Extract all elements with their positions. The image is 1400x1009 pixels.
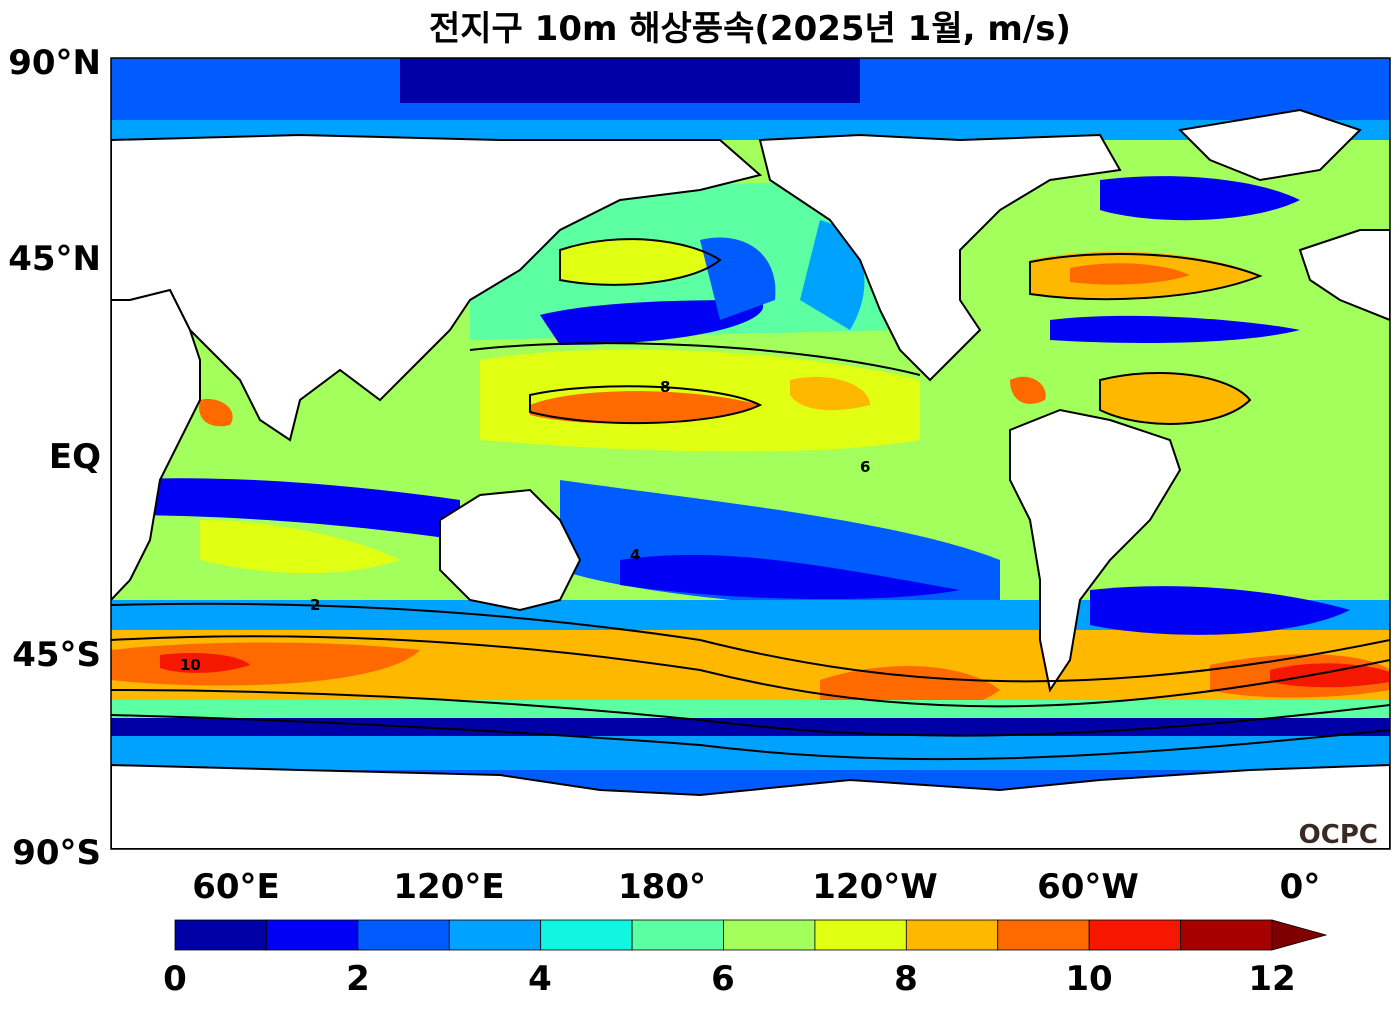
colorbar-tick-label: 12	[1248, 959, 1295, 999]
contour-lines	[111, 238, 1390, 761]
north-pacific-calm	[540, 300, 764, 345]
southern-ocean-max-atlantic-core	[1270, 663, 1390, 688]
south-pacific-calm-core	[620, 554, 960, 600]
colorbar-tick-label: 8	[894, 959, 918, 999]
southern-ocean-band5	[111, 736, 1390, 776]
colorbar-segment	[905, 919, 999, 951]
north-america-land	[758, 133, 1122, 382]
arabian-sea-jet	[199, 399, 233, 427]
contour-label: 8	[660, 378, 670, 396]
y-tick-label: 90°S	[12, 833, 101, 873]
y-tick-label: 90°N	[8, 43, 101, 83]
map-frame	[110, 57, 1391, 850]
land	[111, 108, 1390, 849]
y-tick-label: 45°N	[8, 239, 101, 279]
africa-land	[111, 288, 201, 602]
labrador-calm	[1100, 176, 1300, 221]
colorbar-segment	[448, 919, 542, 951]
north-pacific-gyre	[800, 220, 865, 330]
x-tick-label: 60°E	[192, 867, 280, 907]
indian-ocean-trades	[200, 520, 400, 574]
contour-line	[529, 385, 763, 425]
southern-ocean-max-indian-core	[160, 653, 250, 673]
contour-line	[469, 342, 921, 376]
contour-label: 4	[630, 546, 640, 564]
colorbar-tick-label: 4	[528, 959, 552, 999]
antarctica-land	[111, 763, 1390, 849]
map-title: 전지구 10m 해상풍속(2025년 1월, m/s)	[429, 9, 1071, 49]
caribbean-jet	[1010, 376, 1046, 404]
x-tick-label: 60°W	[1037, 867, 1139, 907]
colorbar-tick-label: 2	[346, 959, 370, 999]
colorbar-segment	[357, 919, 450, 951]
pacific-trades-core	[530, 391, 760, 424]
ocpc-logo: OCPC	[1299, 820, 1378, 850]
europe-land	[1298, 229, 1390, 322]
y-axis: 90°N 45°N EQ 45°S 90°S	[8, 43, 101, 873]
contour-line	[111, 689, 1390, 737]
contour-line	[559, 238, 722, 286]
contour-line	[111, 635, 1390, 708]
arctic-edge	[111, 120, 1390, 140]
contour-labels: 2 4 6 8 10	[180, 378, 870, 674]
colorbar	[174, 919, 1328, 951]
x-tick-label: 0°	[1280, 867, 1321, 907]
y-tick-label: 45°S	[12, 635, 101, 675]
contour-label: 2	[310, 596, 320, 614]
colorbar-segment	[997, 919, 1090, 951]
colorbar-segment	[1180, 919, 1273, 951]
pacific-trades-east	[790, 376, 870, 411]
southern-ocean-band3	[111, 700, 1390, 720]
map-panel: 2 4 6 8 10 OCPC	[111, 58, 1390, 850]
colorbar-tick-label: 10	[1065, 959, 1112, 999]
north-pacific-storm	[560, 239, 720, 285]
contour-line	[1029, 252, 1263, 301]
colorbar-segment	[174, 919, 267, 951]
colorbar-segment	[1088, 919, 1181, 951]
y-tick-label: EQ	[49, 437, 101, 477]
colorbar-segment	[723, 919, 816, 951]
x-tick-label: 180°	[618, 867, 706, 907]
colorbar-segment	[540, 919, 633, 951]
greenland-land	[1177, 108, 1362, 182]
contour-line	[111, 602, 1390, 683]
colorbar-tick-label: 0	[163, 959, 187, 999]
contour-label: 6	[860, 458, 870, 476]
contour-line	[1099, 371, 1252, 425]
x-tick-label: 120°E	[393, 867, 504, 907]
x-tick-label: 120°W	[812, 867, 937, 907]
south-america-land	[1009, 408, 1182, 693]
contour-line	[111, 714, 1390, 761]
colorbar-segment	[266, 919, 359, 951]
north-atlantic-storm-core	[1070, 263, 1190, 285]
south-atlantic-calm	[1090, 586, 1350, 635]
colorbar-segment	[631, 919, 724, 951]
arctic-calm	[400, 58, 860, 103]
colorbar-ticks: 0 2 4 6 8 10 12	[163, 959, 1296, 999]
north-atlantic-trades	[1100, 372, 1250, 424]
colorbar-tick-label: 6	[711, 959, 735, 999]
north-atlantic-calm	[1050, 315, 1300, 343]
x-axis: 60°E 120°E 180° 120°W 60°W 0°	[192, 867, 1320, 907]
indian-ocean-calm	[111, 478, 460, 540]
contour-label: 10	[180, 656, 201, 674]
colorbar-extend-arrow	[1271, 919, 1328, 951]
australia-land	[439, 488, 582, 612]
colorbar-segment	[814, 919, 907, 951]
